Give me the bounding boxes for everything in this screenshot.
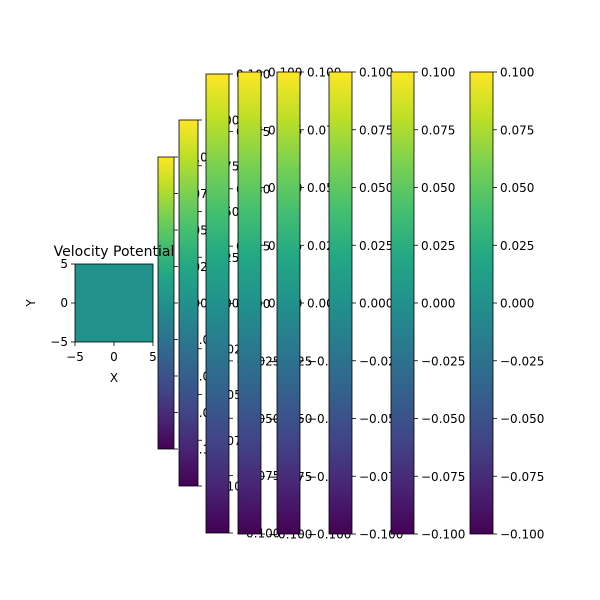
colorbar-7: 0.100 0.075 0.050 0.025 0.000 −0.025 −0.050 −0.… [390,66,465,542]
colorbar-gradient [469,71,494,535]
colorbar-tick-label: −0.100 [500,528,544,542]
colorbar-tick-label: −0.025 [500,354,544,368]
y-tick-label: 0 [60,296,68,310]
x-tick-label: 0 [110,350,118,364]
y-tick-label: −5 [50,335,68,349]
colorbar-4: 0.1000.0750.0500.0250.000−0.025−0.050−0.… [237,66,312,542]
colorbar-tick-label: −0.075 [421,470,465,484]
colorbar-gradient [328,71,353,535]
colorbar-tick-label: 0.000 [421,297,455,311]
colorbar-gradient [178,119,199,487]
colorbar-tick-label: −0.050 [421,412,465,426]
x-axis-label: X [110,371,118,385]
colorbar-8: 0.100 0.075 0.050 0.025 0.000 −0.025 −0.050 −0.… [469,66,544,542]
colorbar-gradient [390,71,415,535]
colorbar-tick-label: 0.100 [421,66,455,80]
colorbar-tick-label: 0.050 [421,181,455,195]
colorbar-tick-label: −0.025 [421,354,465,368]
x-tick-label: −5 [66,350,84,364]
heatmap-axes: −5 0 5 5 0 −5 X Y [24,257,157,385]
colorbar-tick-label: 0.100 [359,66,393,80]
colorbar-tick-label: 0.000 [359,297,393,311]
colorbar-tick-label: −0.100 [421,528,465,542]
colorbar-tick-label: 0.025 [359,239,393,253]
colorbar-tick-label: −0.050 [500,412,544,426]
colorbars: 0.100 0.075 0.050 0.025 0.000 −0.025 −0.050 −0.… [157,66,544,542]
colorbar-tick-label: 0.075 [500,123,534,137]
colorbar-tick-label: 0.025 [500,239,534,253]
chart-title: Velocity Potential [54,244,175,260]
colorbar-gradient [157,156,175,450]
colorbar-tick-label: 0.050 [500,181,534,195]
colorbar-tick-label: 0.100 [500,66,534,80]
y-axis-label: Y [24,299,38,308]
x-tick-label: 5 [149,350,157,364]
colorbar-tick-label: 0.075 [421,123,455,137]
colorbar-gradient [205,73,230,534]
colorbar-gradient [276,71,301,535]
colorbar-tick-label: 0.050 [359,181,393,195]
y-tick-label: 5 [60,257,68,271]
colorbar-tick-label: −0.075 [500,470,544,484]
colorbar-tick-label: 0.025 [421,239,455,253]
colorbar-tick-label: 0.075 [359,123,393,137]
colorbar-gradient [237,71,262,535]
colorbar-tick-label: 0.000 [500,297,534,311]
heatmap-field [75,264,153,342]
